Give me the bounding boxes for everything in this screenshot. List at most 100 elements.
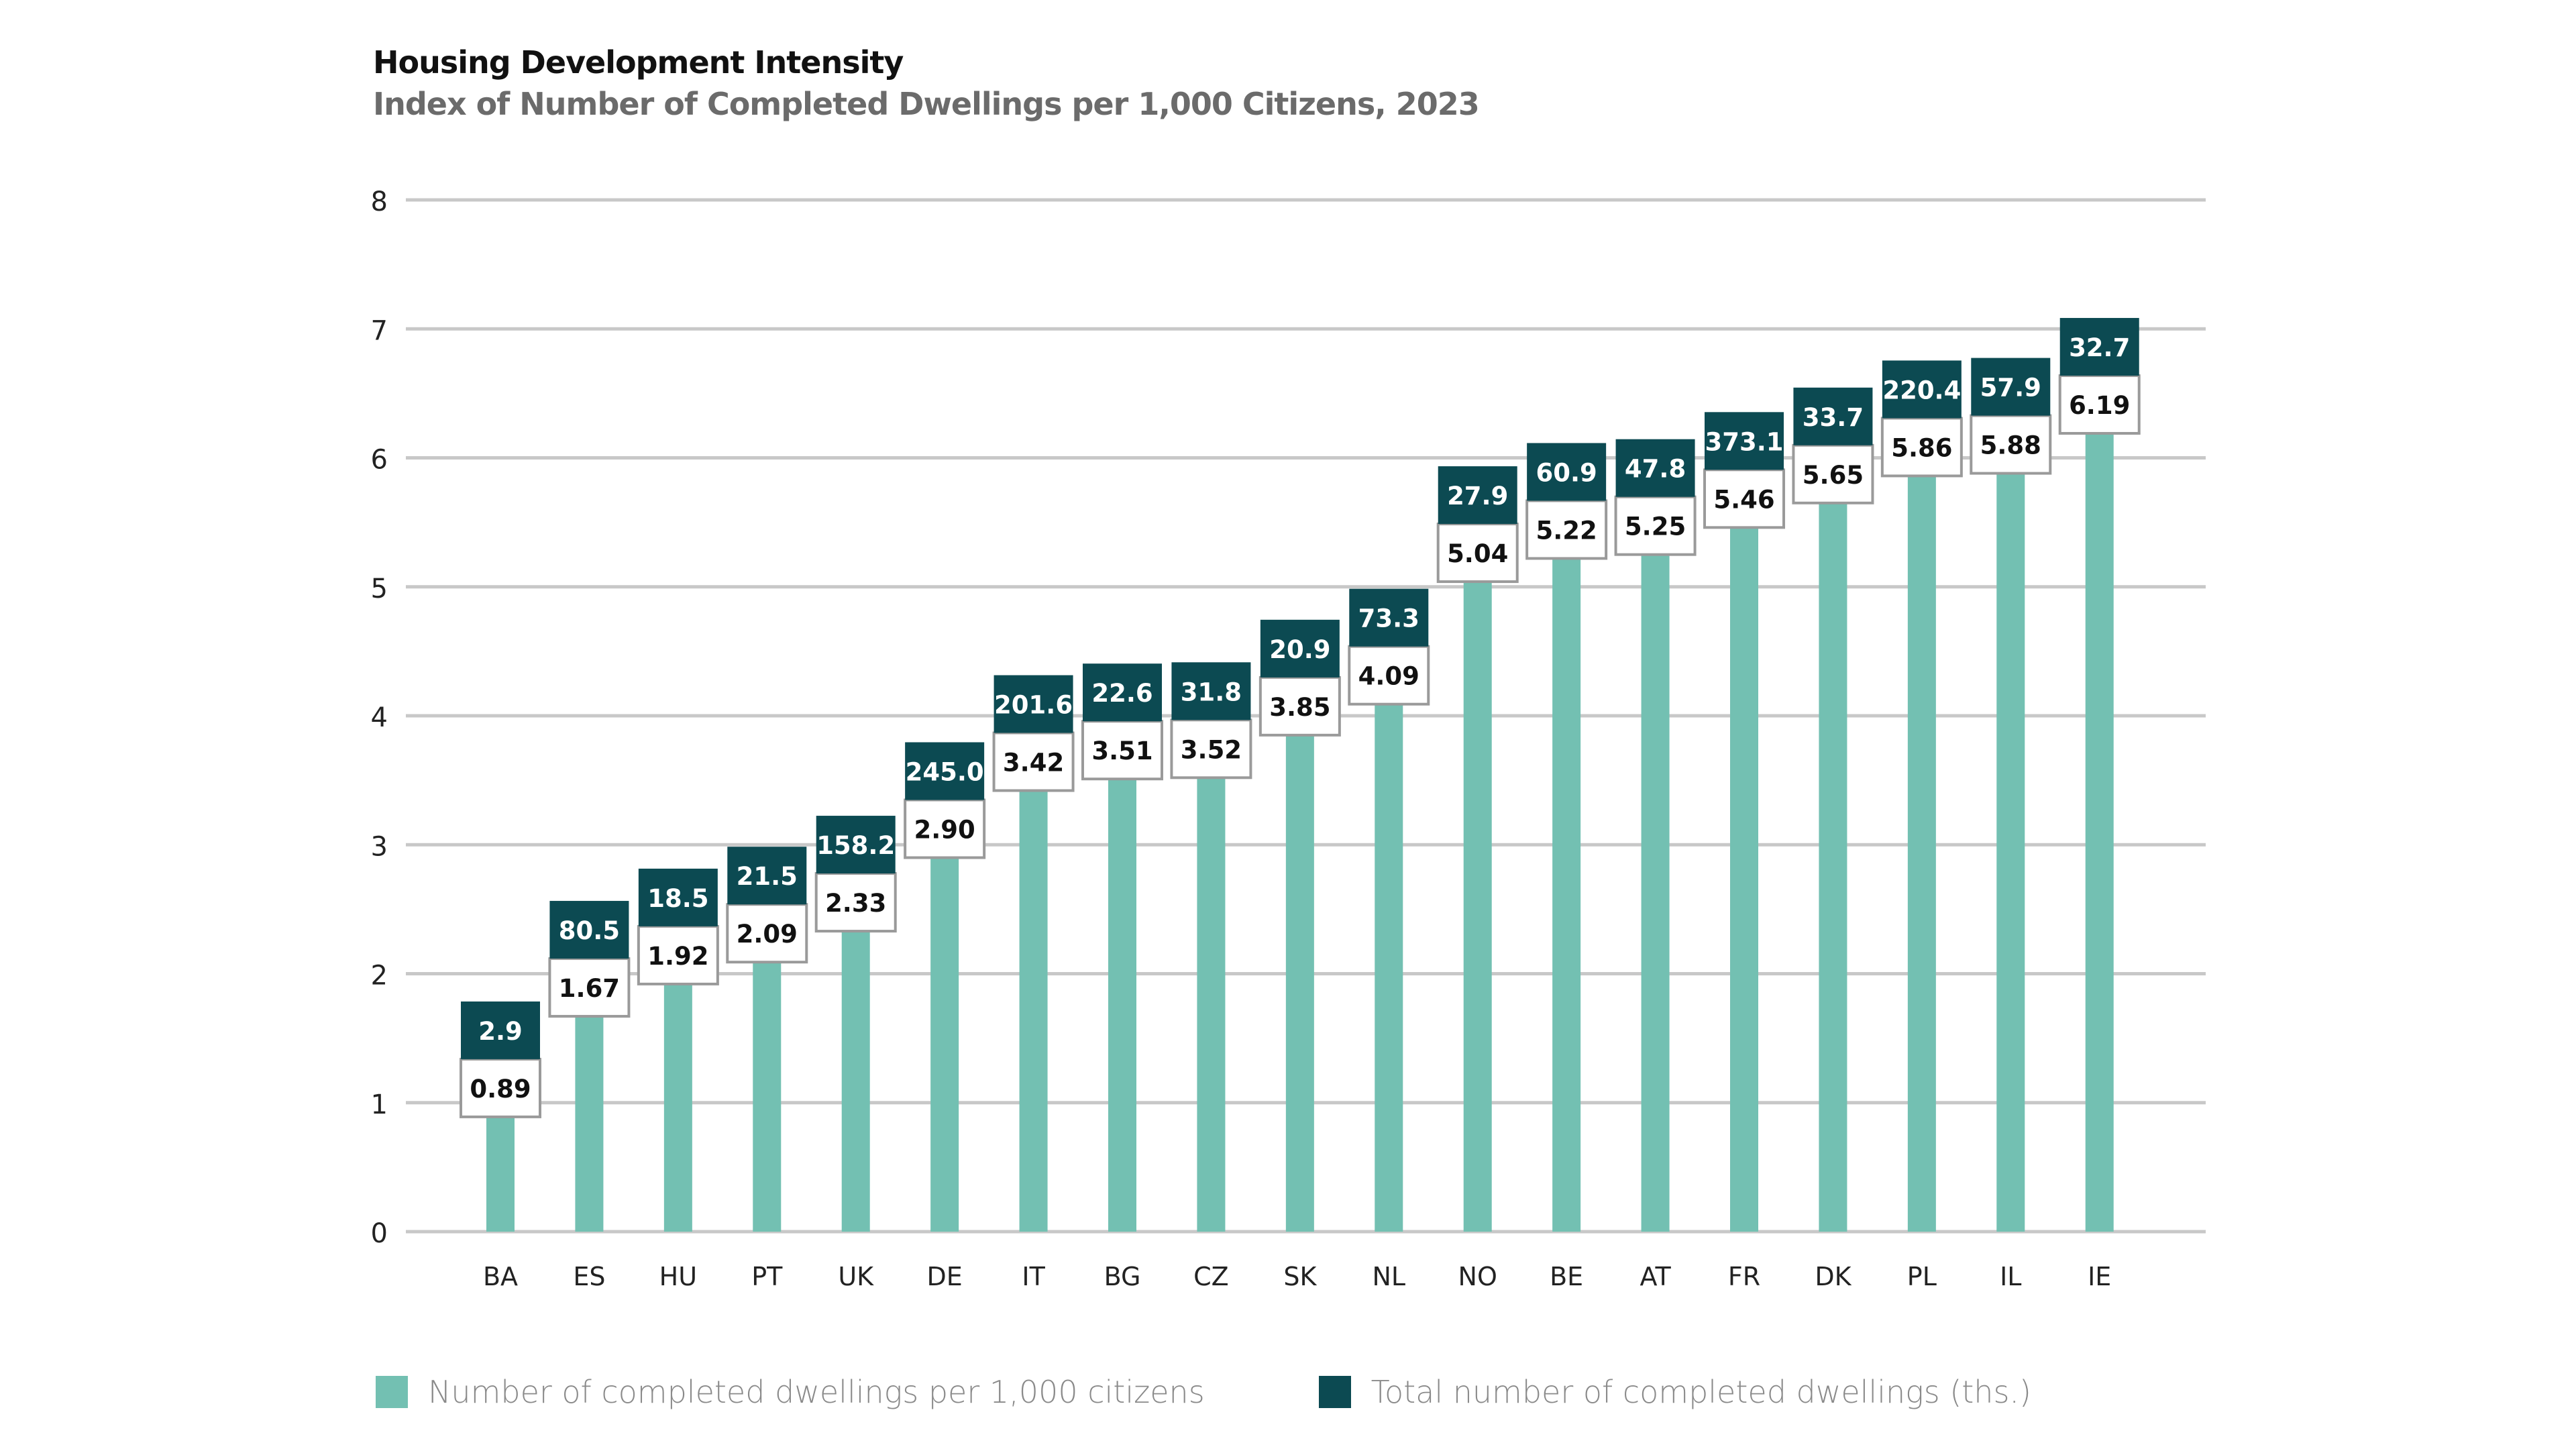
chart-subtitle: Index of Number of Completed Dwellings p… (373, 86, 1480, 122)
total-label-box (1171, 662, 1251, 720)
total-data-label: 245.0 (906, 757, 984, 786)
per-capita-label-box (992, 731, 1075, 792)
bar-per-capita (1641, 554, 1670, 1232)
per-capita-label-box (814, 872, 897, 933)
total-data-label: 201.6 (994, 691, 1073, 720)
total-label-box (2059, 317, 2139, 376)
x-tick-label: PT (751, 1262, 783, 1291)
total-label-box (1615, 439, 1695, 497)
x-tick-label: PL (1907, 1262, 1937, 1291)
per-capita-data-label: 3.52 (1181, 735, 1242, 764)
x-tick-label: IE (2088, 1262, 2111, 1291)
total-data-label: 2.9 (478, 1017, 523, 1046)
y-tick-label: 0 (371, 1218, 388, 1249)
bar-per-capita (1019, 790, 1048, 1232)
total-data-label: 220.4 (1882, 376, 1961, 405)
bar-per-capita (663, 983, 692, 1232)
per-capita-data-label: 2.09 (737, 920, 798, 949)
y-tick-label: 5 (371, 574, 388, 604)
y-tick-label: 3 (371, 831, 388, 862)
x-tick-label: SK (1283, 1262, 1317, 1291)
total-label-box (1438, 466, 1517, 525)
total-label-box (1260, 619, 1340, 678)
per-capita-label-box (460, 1057, 541, 1118)
per-capita-label-box (1436, 523, 1519, 584)
x-tick-label: IL (2000, 1262, 2021, 1291)
total-label-box (1527, 443, 1607, 501)
total-data-label: 22.6 (1091, 679, 1152, 708)
total-data-label: 31.8 (1181, 678, 1242, 706)
total-data-label: 73.3 (1358, 604, 1419, 633)
bar-per-capita (1197, 777, 1226, 1232)
y-tick-label: 8 (371, 186, 388, 217)
bar-per-capita (1285, 735, 1314, 1232)
per-capita-label-box (2058, 374, 2141, 435)
per-capita-data-label: 2.33 (825, 889, 886, 918)
x-tick-label: AT (1640, 1262, 1671, 1291)
y-tick-label: 6 (371, 445, 388, 476)
per-capita-data-label: 5.65 (1803, 461, 1864, 490)
total-label-box (1705, 412, 1784, 470)
total-label-box (461, 1001, 540, 1059)
x-tick-label: BG (1104, 1262, 1141, 1291)
per-capita-data-label: 5.46 (1713, 485, 1774, 514)
total-label-box (638, 868, 718, 926)
legend-swatch-per-capita (376, 1376, 408, 1408)
per-capita-data-label: 0.89 (470, 1075, 531, 1104)
legend-label-total: Total number of completed dwellings (ths… (1371, 1374, 2031, 1410)
x-tick-label: IT (1022, 1262, 1045, 1291)
per-capita-label-box (1170, 718, 1252, 780)
total-data-label: 18.5 (647, 884, 708, 913)
total-label-box (905, 742, 985, 800)
total-data-label: 27.9 (1447, 482, 1508, 511)
y-axis-ticks: 0 1 2 3 4 5 6 7 8 (371, 186, 388, 1249)
per-capita-data-label: 5.88 (1980, 431, 2041, 460)
bar-per-capita (1108, 779, 1137, 1232)
y-tick-label: 1 (371, 1089, 388, 1120)
per-capita-label-box (1614, 495, 1697, 556)
bar-per-capita (930, 857, 959, 1232)
bar-per-capita (1463, 582, 1492, 1232)
total-label-box (1971, 358, 2051, 416)
chart-title: Housing Development Intensity (373, 44, 904, 80)
x-tick-label: UK (838, 1262, 874, 1291)
total-data-label: 20.9 (1269, 635, 1330, 664)
per-capita-label-box (1792, 443, 1874, 504)
total-data-label: 158.2 (816, 831, 895, 860)
x-tick-label: BA (483, 1262, 518, 1291)
per-capita-data-label: 3.51 (1091, 737, 1152, 765)
y-tick-label: 2 (371, 961, 388, 991)
total-data-label: 32.7 (2069, 333, 2130, 362)
total-label-box (549, 900, 629, 959)
x-tick-label: NL (1372, 1262, 1405, 1291)
bar-per-capita (1375, 704, 1403, 1232)
per-capita-data-label: 3.85 (1269, 693, 1330, 722)
per-capita-data-label: 5.04 (1447, 539, 1508, 568)
total-data-label: 57.9 (1980, 374, 2041, 402)
bar-per-capita (2085, 433, 2114, 1232)
per-capita-data-label: 4.09 (1358, 662, 1419, 691)
per-capita-data-label: 5.22 (1536, 516, 1597, 545)
total-data-label: 21.5 (737, 862, 798, 891)
total-data-label: 373.1 (1705, 427, 1783, 456)
per-capita-label-box (1525, 499, 1608, 560)
bar-per-capita (486, 1116, 515, 1232)
x-tick-label: CZ (1193, 1262, 1229, 1291)
legend-item-per-capita: Number of completed dwellings per 1,000 … (376, 1374, 1205, 1410)
per-capita-label-box (1258, 676, 1341, 737)
total-data-label: 80.5 (559, 916, 620, 945)
bars: 0.89 2.9 1.67 80.5 1.92 18.5 2.09 21.5 2.33 158.2… (460, 317, 2141, 1232)
x-tick-label: DE (927, 1262, 963, 1291)
total-label-box (727, 847, 807, 905)
x-tick-label: ES (573, 1262, 605, 1291)
legend: Number of completed dwellings per 1,000 … (376, 1374, 2145, 1410)
per-capita-data-label: 2.90 (914, 815, 975, 844)
x-tick-label: DK (1815, 1262, 1851, 1291)
x-tick-label: HU (659, 1262, 697, 1291)
total-label-box (816, 816, 896, 874)
total-data-label: 60.9 (1536, 458, 1597, 487)
total-data-label: 47.8 (1625, 455, 1686, 484)
x-tick-label: BE (1550, 1262, 1583, 1291)
per-capita-data-label: 6.19 (2069, 391, 2130, 420)
